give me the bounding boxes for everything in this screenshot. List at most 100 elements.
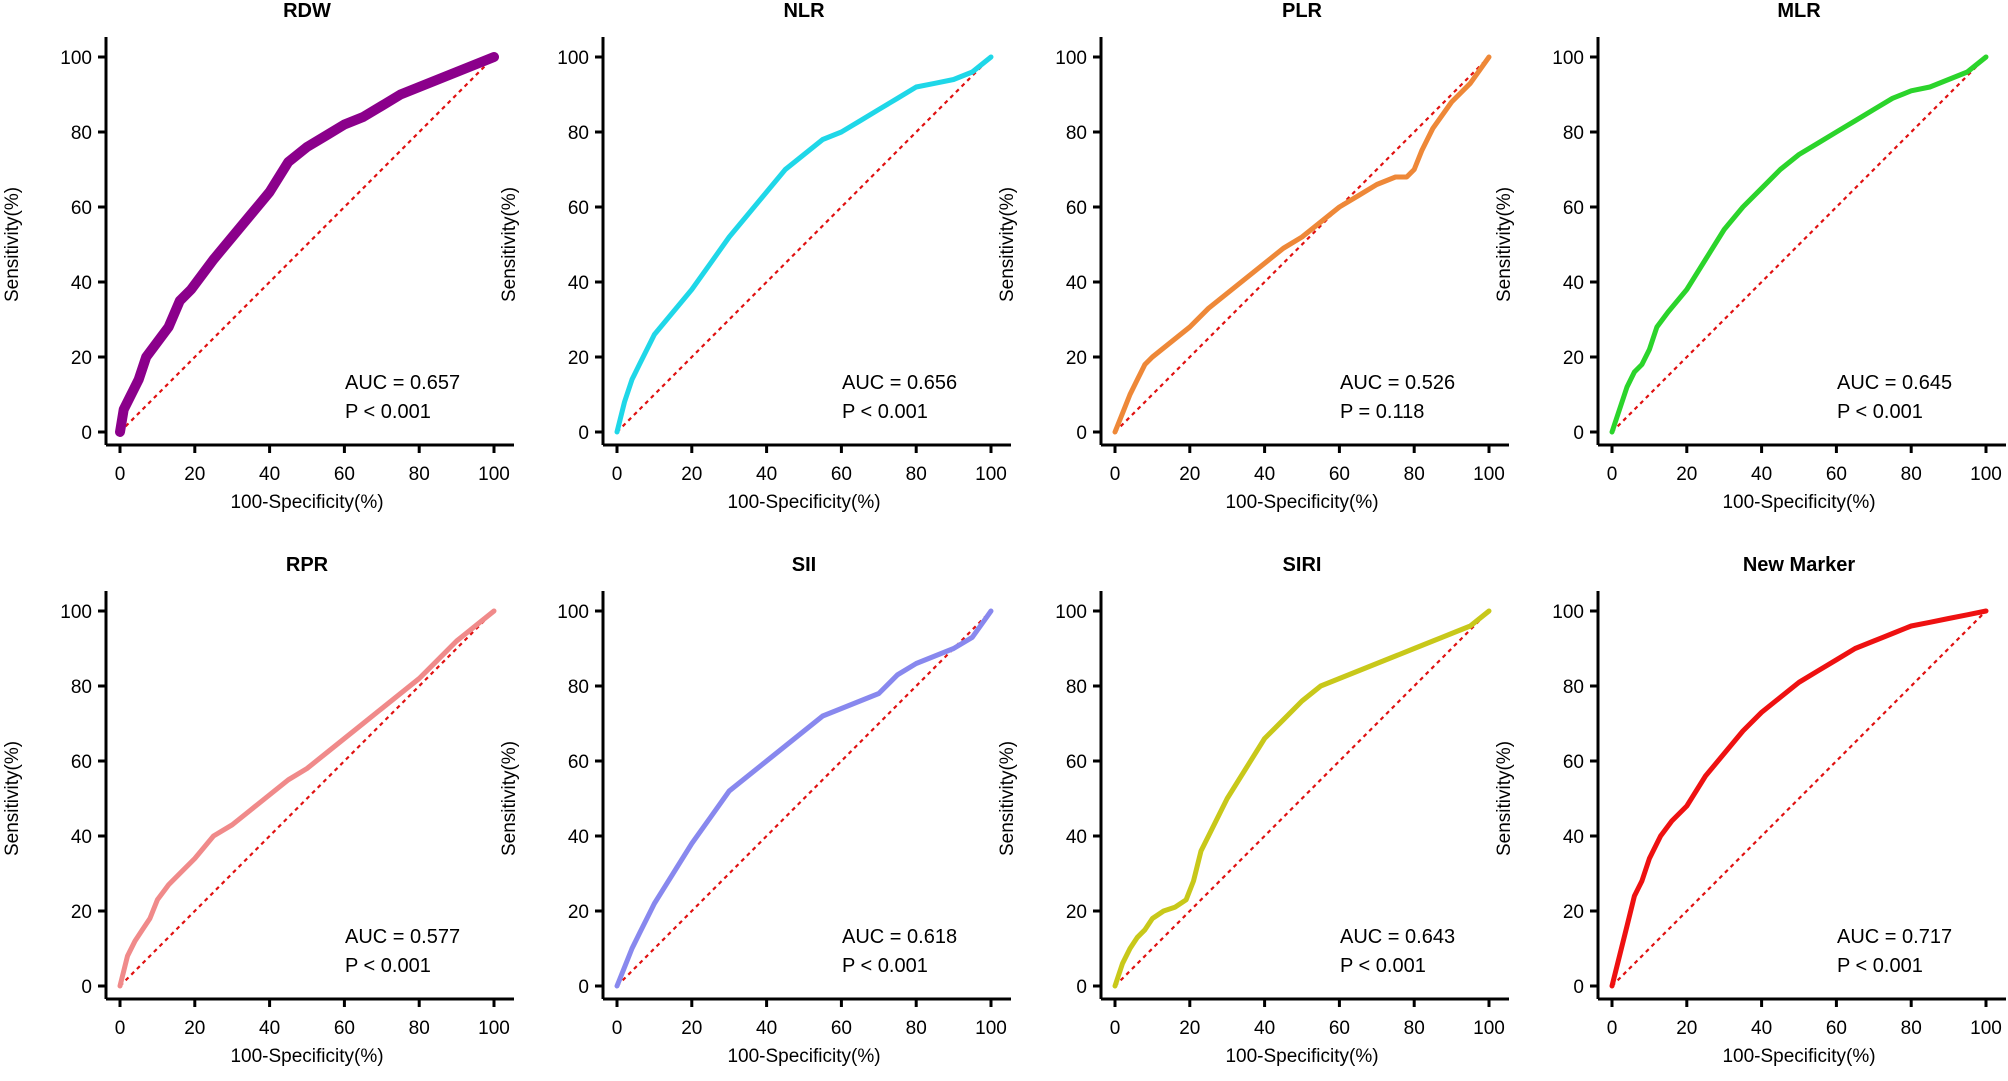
chance-line (119, 610, 495, 987)
y-tick-label: 100 (557, 602, 589, 623)
x-axis-label: 100-Specificity(%) (1722, 1046, 1875, 1067)
auc-annotation: AUC = 0.526 (1340, 372, 1455, 394)
chance-line (616, 56, 992, 433)
x-tick-label: 40 (1751, 1018, 1772, 1039)
x-axis-label: 100-Specificity(%) (1722, 492, 1875, 513)
y-axis-label: Sensitivity(%) (2, 741, 23, 856)
roc-curve (115, 52, 499, 437)
x-tick-label: 80 (1404, 464, 1425, 485)
x-tick-label: 20 (681, 464, 702, 485)
y-tick-label: 20 (71, 348, 92, 369)
y-tick-label: 40 (1066, 827, 1087, 848)
y-tick-label: 40 (1066, 273, 1087, 294)
auc-annotation: AUC = 0.656 (842, 372, 957, 394)
x-tick-label: 40 (1254, 464, 1275, 485)
chance-line (616, 610, 992, 987)
auc-annotation: AUC = 0.618 (842, 926, 957, 948)
x-tick-label: 40 (1751, 464, 1772, 485)
x-tick-label: 100 (1970, 1018, 2002, 1039)
roc-panel: RPR 0 20 40 60 80 100 0 20 40 60 80 100 100-Specifici… (2, 554, 514, 1067)
x-tick-label: 100 (478, 464, 510, 485)
x-tick-label: 80 (409, 1018, 430, 1039)
y-tick-label: 20 (1563, 348, 1584, 369)
x-axis-label: 100-Specificity(%) (230, 492, 383, 513)
y-axis-label: Sensitivity(%) (499, 187, 520, 302)
x-tick-label: 40 (756, 1018, 777, 1039)
y-tick-label: 40 (1563, 273, 1584, 294)
x-tick-label: 0 (115, 464, 126, 485)
y-tick-label: 60 (71, 198, 92, 219)
roc-panel: RDW 0 20 40 60 80 100 0 20 40 60 80 100 100-Specifici… (2, 0, 514, 513)
y-tick-label: 20 (1066, 348, 1087, 369)
x-axis-label: 100-Specificity(%) (230, 1046, 383, 1067)
p-value-annotation: P < 0.001 (1837, 955, 1923, 977)
auc-annotation: AUC = 0.645 (1837, 372, 1952, 394)
y-tick-label: 100 (557, 48, 589, 69)
y-tick-label: 40 (71, 273, 92, 294)
y-tick-label: 40 (71, 827, 92, 848)
roc-panel: SIRI 0 20 40 60 80 100 0 20 40 60 80 100 100-Specific… (997, 554, 1509, 1067)
x-tick-label: 0 (612, 1018, 623, 1039)
y-tick-label: 40 (568, 273, 589, 294)
x-tick-label: 20 (681, 1018, 702, 1039)
y-tick-label: 0 (1076, 423, 1087, 444)
y-tick-label: 80 (1563, 123, 1584, 144)
p-value-annotation: P < 0.001 (842, 401, 928, 423)
x-tick-label: 0 (1110, 464, 1121, 485)
x-tick-label: 0 (1110, 1018, 1121, 1039)
y-tick-label: 0 (1573, 977, 1584, 998)
p-value-annotation: P < 0.001 (345, 955, 431, 977)
chart-title: MLR (1777, 0, 1821, 22)
p-value-annotation: P < 0.001 (345, 401, 431, 423)
chance-line (1611, 610, 1987, 987)
y-tick-label: 0 (1076, 977, 1087, 998)
auc-annotation: AUC = 0.577 (345, 926, 460, 948)
y-tick-label: 0 (578, 977, 589, 998)
y-tick-label: 80 (1066, 677, 1087, 698)
x-tick-label: 20 (1179, 464, 1200, 485)
y-tick-label: 20 (71, 902, 92, 923)
y-tick-label: 60 (568, 198, 589, 219)
x-tick-label: 40 (259, 464, 280, 485)
x-tick-label: 60 (334, 1018, 355, 1039)
x-tick-label: 100 (975, 464, 1007, 485)
y-tick-label: 100 (1055, 48, 1087, 69)
x-tick-label: 100 (478, 1018, 510, 1039)
y-axis-label: Sensitivity(%) (1494, 187, 1515, 302)
p-value-annotation: P < 0.001 (1340, 955, 1426, 977)
p-value-annotation: P < 0.001 (842, 955, 928, 977)
y-tick-label: 60 (71, 752, 92, 773)
y-tick-label: 0 (1573, 423, 1584, 444)
chance-line (1611, 56, 1987, 433)
x-tick-label: 20 (184, 464, 205, 485)
x-tick-label: 0 (612, 464, 623, 485)
chart-title: RPR (286, 554, 329, 576)
y-tick-label: 100 (1552, 602, 1584, 623)
x-tick-label: 60 (334, 464, 355, 485)
y-axis-label: Sensitivity(%) (997, 741, 1018, 856)
roc-curve (1609, 54, 1989, 435)
roc-curve (117, 608, 497, 989)
y-tick-label: 80 (71, 677, 92, 698)
roc-panel: New Marker 0 20 40 60 80 100 0 20 40 60 80 100 100-Sp… (1494, 554, 2006, 1067)
y-tick-label: 20 (568, 348, 589, 369)
x-tick-label: 80 (409, 464, 430, 485)
x-tick-label: 40 (756, 464, 777, 485)
auc-annotation: AUC = 0.657 (345, 372, 460, 394)
x-tick-label: 40 (259, 1018, 280, 1039)
x-tick-label: 20 (1676, 1018, 1697, 1039)
roc-curve (1609, 608, 1989, 989)
x-tick-label: 80 (906, 1018, 927, 1039)
x-tick-label: 60 (831, 464, 852, 485)
x-tick-label: 60 (1826, 464, 1847, 485)
y-tick-label: 60 (1563, 198, 1584, 219)
roc-curve (1112, 608, 1492, 989)
x-tick-label: 20 (1179, 1018, 1200, 1039)
chart-title: SIRI (1283, 554, 1322, 576)
y-axis-label: Sensitivity(%) (2, 187, 23, 302)
y-tick-label: 40 (1563, 827, 1584, 848)
y-tick-label: 80 (71, 123, 92, 144)
x-tick-label: 100 (1473, 464, 1505, 485)
roc-curve (614, 54, 994, 435)
roc-panel: PLR 0 20 40 60 80 100 0 20 40 60 80 100 100-Specifici… (997, 0, 1509, 513)
